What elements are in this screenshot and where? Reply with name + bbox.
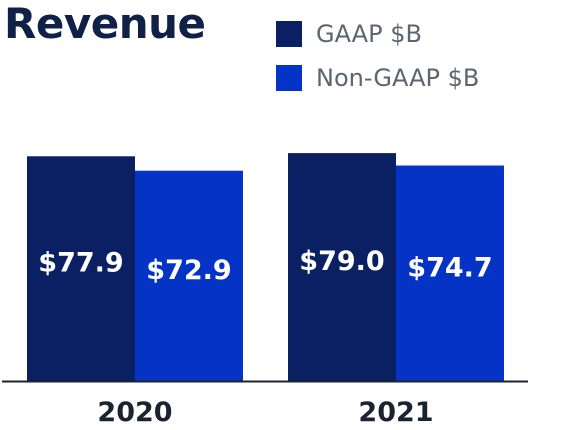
legend-swatch-gaap: [276, 21, 302, 47]
bar-2020-gaap: [27, 156, 135, 381]
legend-item-gaap: GAAP $B: [276, 12, 479, 56]
x-tick-label-2020: 2020: [97, 397, 172, 428]
legend-label-gaap: GAAP $B: [316, 20, 422, 48]
bar-2021-non-gaap: [396, 165, 504, 381]
x-tick-label-2021: 2021: [358, 397, 433, 428]
data-label-2020-gaap: $77.9: [38, 248, 123, 279]
chart-title: Revenue: [4, 0, 206, 48]
data-label-2021-gaap: $79.0: [299, 246, 384, 277]
data-label-2021-non-gaap: $74.7: [407, 252, 492, 283]
legend-swatch-non-gaap: [276, 65, 302, 91]
data-label-2020-non-gaap: $72.9: [146, 255, 231, 286]
bar-2021-gaap: [288, 153, 396, 381]
bar-2020-non-gaap: [135, 170, 243, 381]
legend-item-non-gaap: Non-GAAP $B: [276, 56, 479, 100]
legend: GAAP $B Non-GAAP $B: [276, 12, 479, 100]
legend-label-non-gaap: Non-GAAP $B: [316, 64, 480, 92]
